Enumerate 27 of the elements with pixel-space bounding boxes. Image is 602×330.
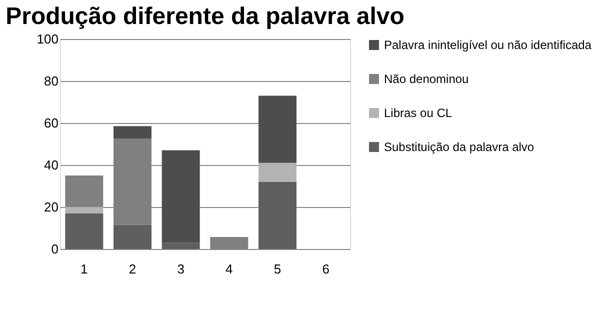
legend-label: Não denominou — [384, 72, 469, 86]
y-tick-label: 20 — [44, 200, 58, 214]
chart-title: Produção diferente da palavra alvo — [6, 3, 404, 30]
legend-label: Palavra ininteligível ou não identificada — [384, 38, 592, 52]
x-tick-label: 2 — [128, 262, 136, 276]
y-tick-label: 0 — [51, 242, 58, 256]
bar — [114, 126, 152, 139]
bar — [258, 182, 296, 249]
bar — [65, 207, 104, 214]
y-tick-label: 60 — [44, 116, 58, 130]
y-tick-label: 80 — [44, 74, 58, 88]
y-tick-label: 100 — [36, 32, 58, 46]
y-tick-label: 40 — [44, 158, 58, 172]
x-tick-label: 4 — [226, 262, 233, 276]
bar — [65, 176, 104, 207]
bar — [258, 162, 296, 182]
bar — [114, 224, 152, 249]
bar — [162, 150, 200, 243]
bar — [162, 242, 200, 249]
legend-label: Libras ou CL — [384, 106, 452, 120]
legend-label: Substituição da palavra alvo — [384, 140, 534, 154]
x-tick-label: 5 — [274, 262, 282, 276]
bar — [65, 213, 104, 249]
bar — [258, 96, 296, 163]
x-tick-label: 1 — [80, 262, 88, 276]
x-tick-label: 3 — [177, 262, 184, 276]
x-tick-label: 6 — [322, 262, 330, 276]
